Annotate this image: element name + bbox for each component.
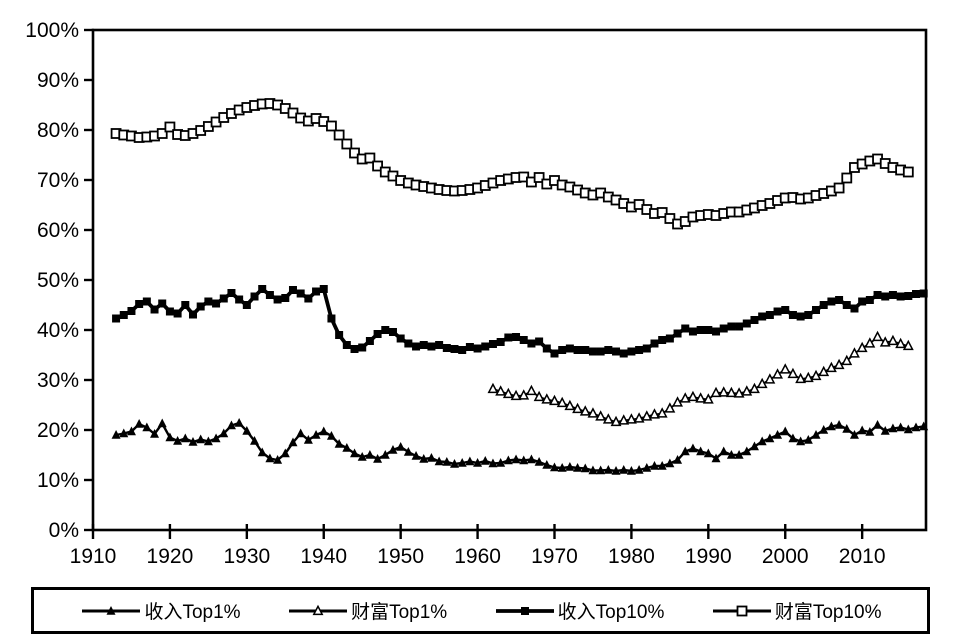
svg-text:1970: 1970 [531, 545, 578, 568]
svg-text:100%: 100% [25, 19, 79, 42]
svg-text:1950: 1950 [377, 545, 424, 568]
legend-label: 财富Top1% [351, 602, 448, 623]
svg-text:1960: 1960 [454, 545, 501, 568]
svg-text:1930: 1930 [223, 545, 270, 568]
svg-text:1980: 1980 [608, 545, 655, 568]
svg-text:0%: 0% [49, 519, 79, 542]
open-square-marker-icon [712, 605, 771, 616]
svg-text:1910: 1910 [70, 545, 117, 568]
svg-text:1920: 1920 [147, 545, 194, 568]
svg-text:1940: 1940 [300, 545, 347, 568]
svg-text:1990: 1990 [685, 545, 732, 568]
svg-text:2010: 2010 [839, 545, 886, 568]
svg-text:80%: 80% [37, 119, 79, 142]
svg-text:30%: 30% [37, 369, 79, 392]
svg-text:60%: 60% [37, 219, 79, 242]
legend-label: 收入Top10% [557, 602, 665, 623]
svg-text:10%: 10% [37, 469, 79, 492]
svg-text:50%: 50% [37, 269, 79, 292]
legend-label: 收入Top1% [144, 602, 241, 623]
svg-text:2000: 2000 [762, 545, 809, 568]
legend-item-income-top10: 收入Top10% [493, 597, 665, 624]
svg-text:20%: 20% [37, 419, 79, 442]
chart-plot-area: 0% 10% 20% 30% 40% 50% 60% 70% 80% 90% 100% 1910 192… [25, 19, 929, 568]
svg-text:40%: 40% [37, 319, 79, 342]
legend-item-income-top1: 收入Top1% [79, 597, 241, 624]
legend-item-wealth-top1: 财富Top1% [286, 597, 447, 624]
filled-triangle-marker-icon [82, 605, 141, 615]
legend-label: 财富Top10% [774, 602, 882, 623]
svg-text:90%: 90% [37, 69, 79, 92]
filled-square-marker-icon [495, 606, 554, 615]
legend-item-wealth-top10: 财富Top10% [710, 597, 882, 624]
svg-text:70%: 70% [37, 169, 79, 192]
chart-legend: 收入Top1% 财富Top1% 收入Top10% 财富Top10% [31, 587, 930, 634]
open-triangle-marker-icon [289, 604, 348, 615]
